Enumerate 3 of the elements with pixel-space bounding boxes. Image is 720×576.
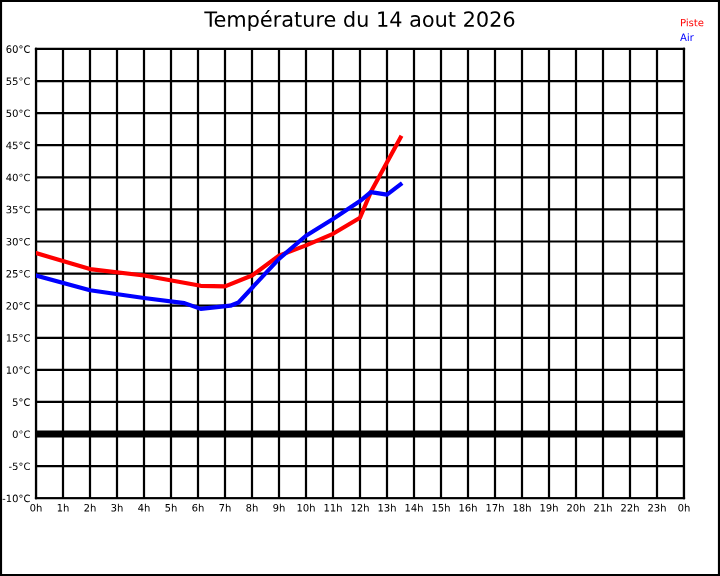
line-series xyxy=(36,182,403,311)
line-series xyxy=(36,135,403,289)
chart-title: Température du 14 aout 2026 xyxy=(204,10,515,32)
